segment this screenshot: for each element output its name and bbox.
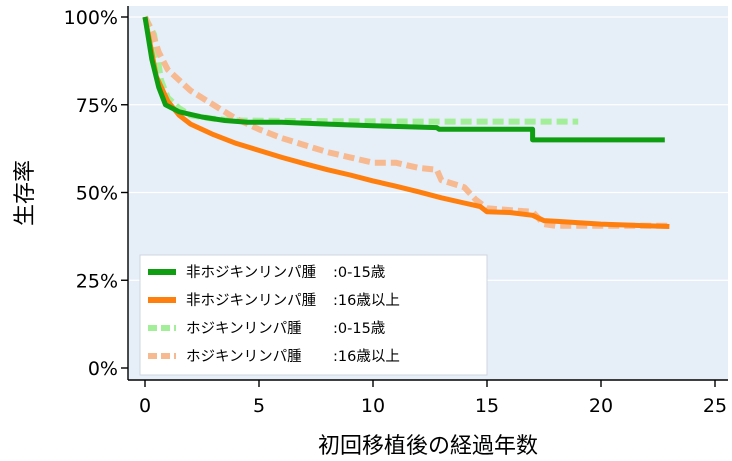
series-line-2: [142, 16, 670, 229]
x-axis-title: 初回移植後の経過年数: [318, 434, 538, 459]
y-tick-label: 25%: [76, 270, 118, 292]
axes: 0% 25% 50% 75% 100% 0 5 10 15 20 25: [64, 6, 728, 417]
x-tick-label: 0: [139, 395, 151, 417]
x-tick-label: 5: [253, 395, 265, 417]
legend: 非ホジキンリンパ腫:0-15歳非ホジキンリンパ腫:16歳以上ホジキンリンパ腫:0…: [139, 254, 488, 376]
legend-series-group: :16歳以上: [333, 292, 400, 309]
x-tick-label: 15: [475, 395, 499, 417]
series-line-3: [142, 15, 579, 125]
legend-series-group: :16歳以上: [333, 348, 400, 365]
y-tick-label: 50%: [76, 183, 118, 205]
y-tick-label: 100%: [64, 7, 118, 29]
legend-series-name: 非ホジキンリンパ腫: [186, 292, 316, 309]
y-axis-title: 生存率: [13, 160, 38, 226]
series-line-4: [142, 15, 670, 229]
legend-series-name: ホジキンリンパ腫: [186, 348, 302, 365]
legend-series-name: ホジキンリンパ腫: [186, 320, 302, 337]
x-tick-label: 20: [589, 395, 613, 417]
y-tick-label: 0%: [88, 358, 118, 380]
series-line-1: [142, 16, 665, 143]
x-tick-label: 10: [361, 395, 385, 417]
x-tick-label: 25: [703, 395, 727, 417]
legend-series-name: 非ホジキンリンパ腫: [186, 264, 316, 281]
legend-box: [139, 254, 488, 376]
legend-series-group: :0-15歳: [333, 264, 385, 281]
series-layer: [142, 15, 670, 229]
legend-series-group: :0-15歳: [333, 320, 385, 337]
y-tick-label: 75%: [76, 95, 118, 117]
